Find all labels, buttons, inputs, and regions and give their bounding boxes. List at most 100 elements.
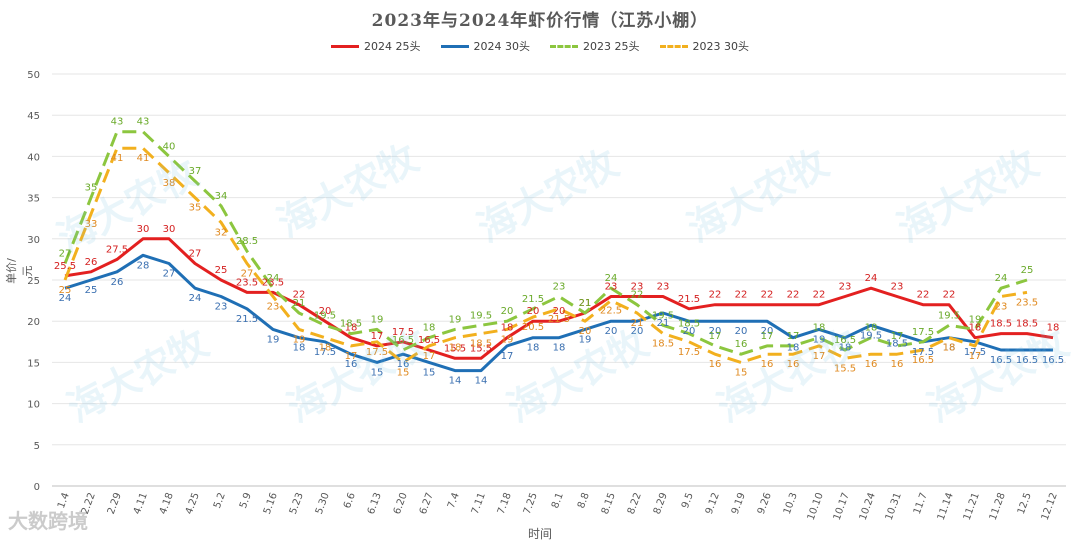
data-label: 27	[241, 269, 254, 280]
legend-item: 2024 25头	[331, 38, 421, 54]
data-label: 17	[501, 351, 514, 362]
data-label: 20	[709, 326, 722, 337]
series-line-0	[64, 237, 1054, 360]
data-label: 22	[761, 290, 774, 301]
data-label: 17.5	[314, 347, 336, 358]
data-label: 18	[449, 343, 462, 354]
x-tick-label: 10.3	[782, 491, 800, 516]
data-label: 15.5	[444, 343, 466, 354]
y-tick-label: 50	[27, 70, 40, 81]
data-label: 19.5	[470, 310, 492, 321]
data-label: 19	[579, 334, 592, 345]
data-label: 24	[865, 273, 878, 284]
data-label: 16	[865, 359, 878, 370]
data-label: 18	[813, 323, 826, 334]
data-label: 17	[761, 331, 774, 342]
data-label: 41	[137, 153, 150, 164]
x-axis-label: 时间	[527, 527, 552, 541]
legend-swatch	[440, 44, 469, 48]
data-label: 19	[371, 314, 384, 325]
data-label: 14	[449, 376, 462, 387]
y-tick-label: 25	[27, 276, 40, 287]
data-label: 18.5	[470, 339, 492, 350]
data-label: 17	[891, 331, 904, 342]
data-label: 18.5	[1016, 319, 1038, 330]
data-label: 17	[813, 351, 826, 362]
data-label: 27	[163, 269, 176, 280]
data-label: 24	[59, 293, 72, 304]
x-tick-label: 8.29	[652, 491, 670, 516]
data-label: 22	[735, 290, 748, 301]
data-label: 24	[605, 273, 618, 284]
x-tick-label: 7.18	[496, 491, 514, 516]
data-label: 17.5	[392, 327, 414, 338]
data-label: 35	[189, 203, 202, 214]
legend-item: 2023 30头	[659, 38, 750, 54]
data-label: 18	[293, 343, 306, 354]
data-label: 17	[371, 331, 384, 342]
data-label: 19	[813, 334, 826, 345]
data-label: 30	[137, 224, 150, 235]
data-label: 16	[345, 359, 358, 370]
data-label: 18	[969, 323, 982, 334]
legend: 2024 25头 2024 30头 2023 25头 2023 30头	[0, 38, 1080, 54]
x-tick-label: 10.31	[884, 491, 904, 522]
data-label: 17.5	[912, 347, 934, 358]
data-label: 18.5	[340, 319, 362, 330]
x-tick-label: 11.28	[988, 491, 1008, 522]
data-label: 23.5	[262, 277, 284, 288]
data-label: 16.5	[990, 355, 1012, 366]
data-label: 23.5	[236, 277, 258, 288]
x-tick-label: 11.14	[936, 491, 956, 522]
x-tick-label: 4.11	[132, 491, 150, 516]
x-tick-label: 6.13	[366, 491, 384, 516]
data-label: 18	[1047, 323, 1060, 334]
data-label: 43	[111, 117, 124, 128]
x-tick-label: 12.12	[1040, 491, 1060, 522]
data-label: 18	[423, 323, 436, 334]
x-tick-label: 8.1	[550, 491, 566, 510]
data-label: 20	[631, 326, 644, 337]
data-label: 23.5	[1016, 297, 1038, 308]
data-label: 16.5	[392, 335, 414, 346]
data-label: 20	[553, 306, 566, 317]
data-label: 19	[969, 314, 982, 325]
data-label: 27	[189, 249, 202, 260]
x-tick-label: 12.5	[1016, 491, 1034, 516]
data-label: 16.5	[834, 335, 856, 346]
data-label: 15	[397, 367, 410, 378]
x-tick-label: 5.9	[238, 491, 254, 510]
data-label: 21.5	[678, 294, 700, 305]
y-tick-label: 0	[34, 482, 40, 493]
data-label: 41	[111, 153, 124, 164]
data-label: 15.5	[834, 363, 856, 374]
legend-item: 2024 30头	[440, 38, 530, 54]
x-tick-label: 4.25	[184, 491, 202, 516]
y-tick-label: 40	[27, 152, 40, 163]
data-label: 17	[345, 351, 358, 362]
data-label: 21	[579, 298, 592, 309]
data-label: 18	[865, 323, 878, 334]
data-label: 33	[85, 219, 98, 230]
data-label: 20	[579, 326, 592, 337]
data-label: 21.5	[522, 294, 544, 305]
data-label: 28	[137, 260, 150, 271]
y-tick-label: 10	[27, 400, 40, 411]
data-label: 20	[683, 326, 696, 337]
data-label: 19	[449, 314, 462, 325]
corner-watermark: 大数跨境	[8, 509, 88, 533]
data-label: 15	[371, 367, 384, 378]
data-label: 16	[891, 359, 904, 370]
data-label: 17	[969, 351, 982, 362]
legend-label: 2023 30头	[692, 40, 750, 53]
data-label: 23	[553, 281, 566, 292]
data-label: 18.5	[990, 319, 1012, 330]
series-line-3	[63, 146, 1028, 364]
data-label: 15.5	[470, 343, 492, 354]
data-label: 19.5	[652, 310, 674, 321]
data-label: 38	[163, 178, 176, 189]
data-label: 15	[423, 367, 436, 378]
data-label: 19.5	[938, 310, 960, 321]
data-label: 21	[631, 318, 644, 329]
legend-swatch	[331, 44, 359, 48]
